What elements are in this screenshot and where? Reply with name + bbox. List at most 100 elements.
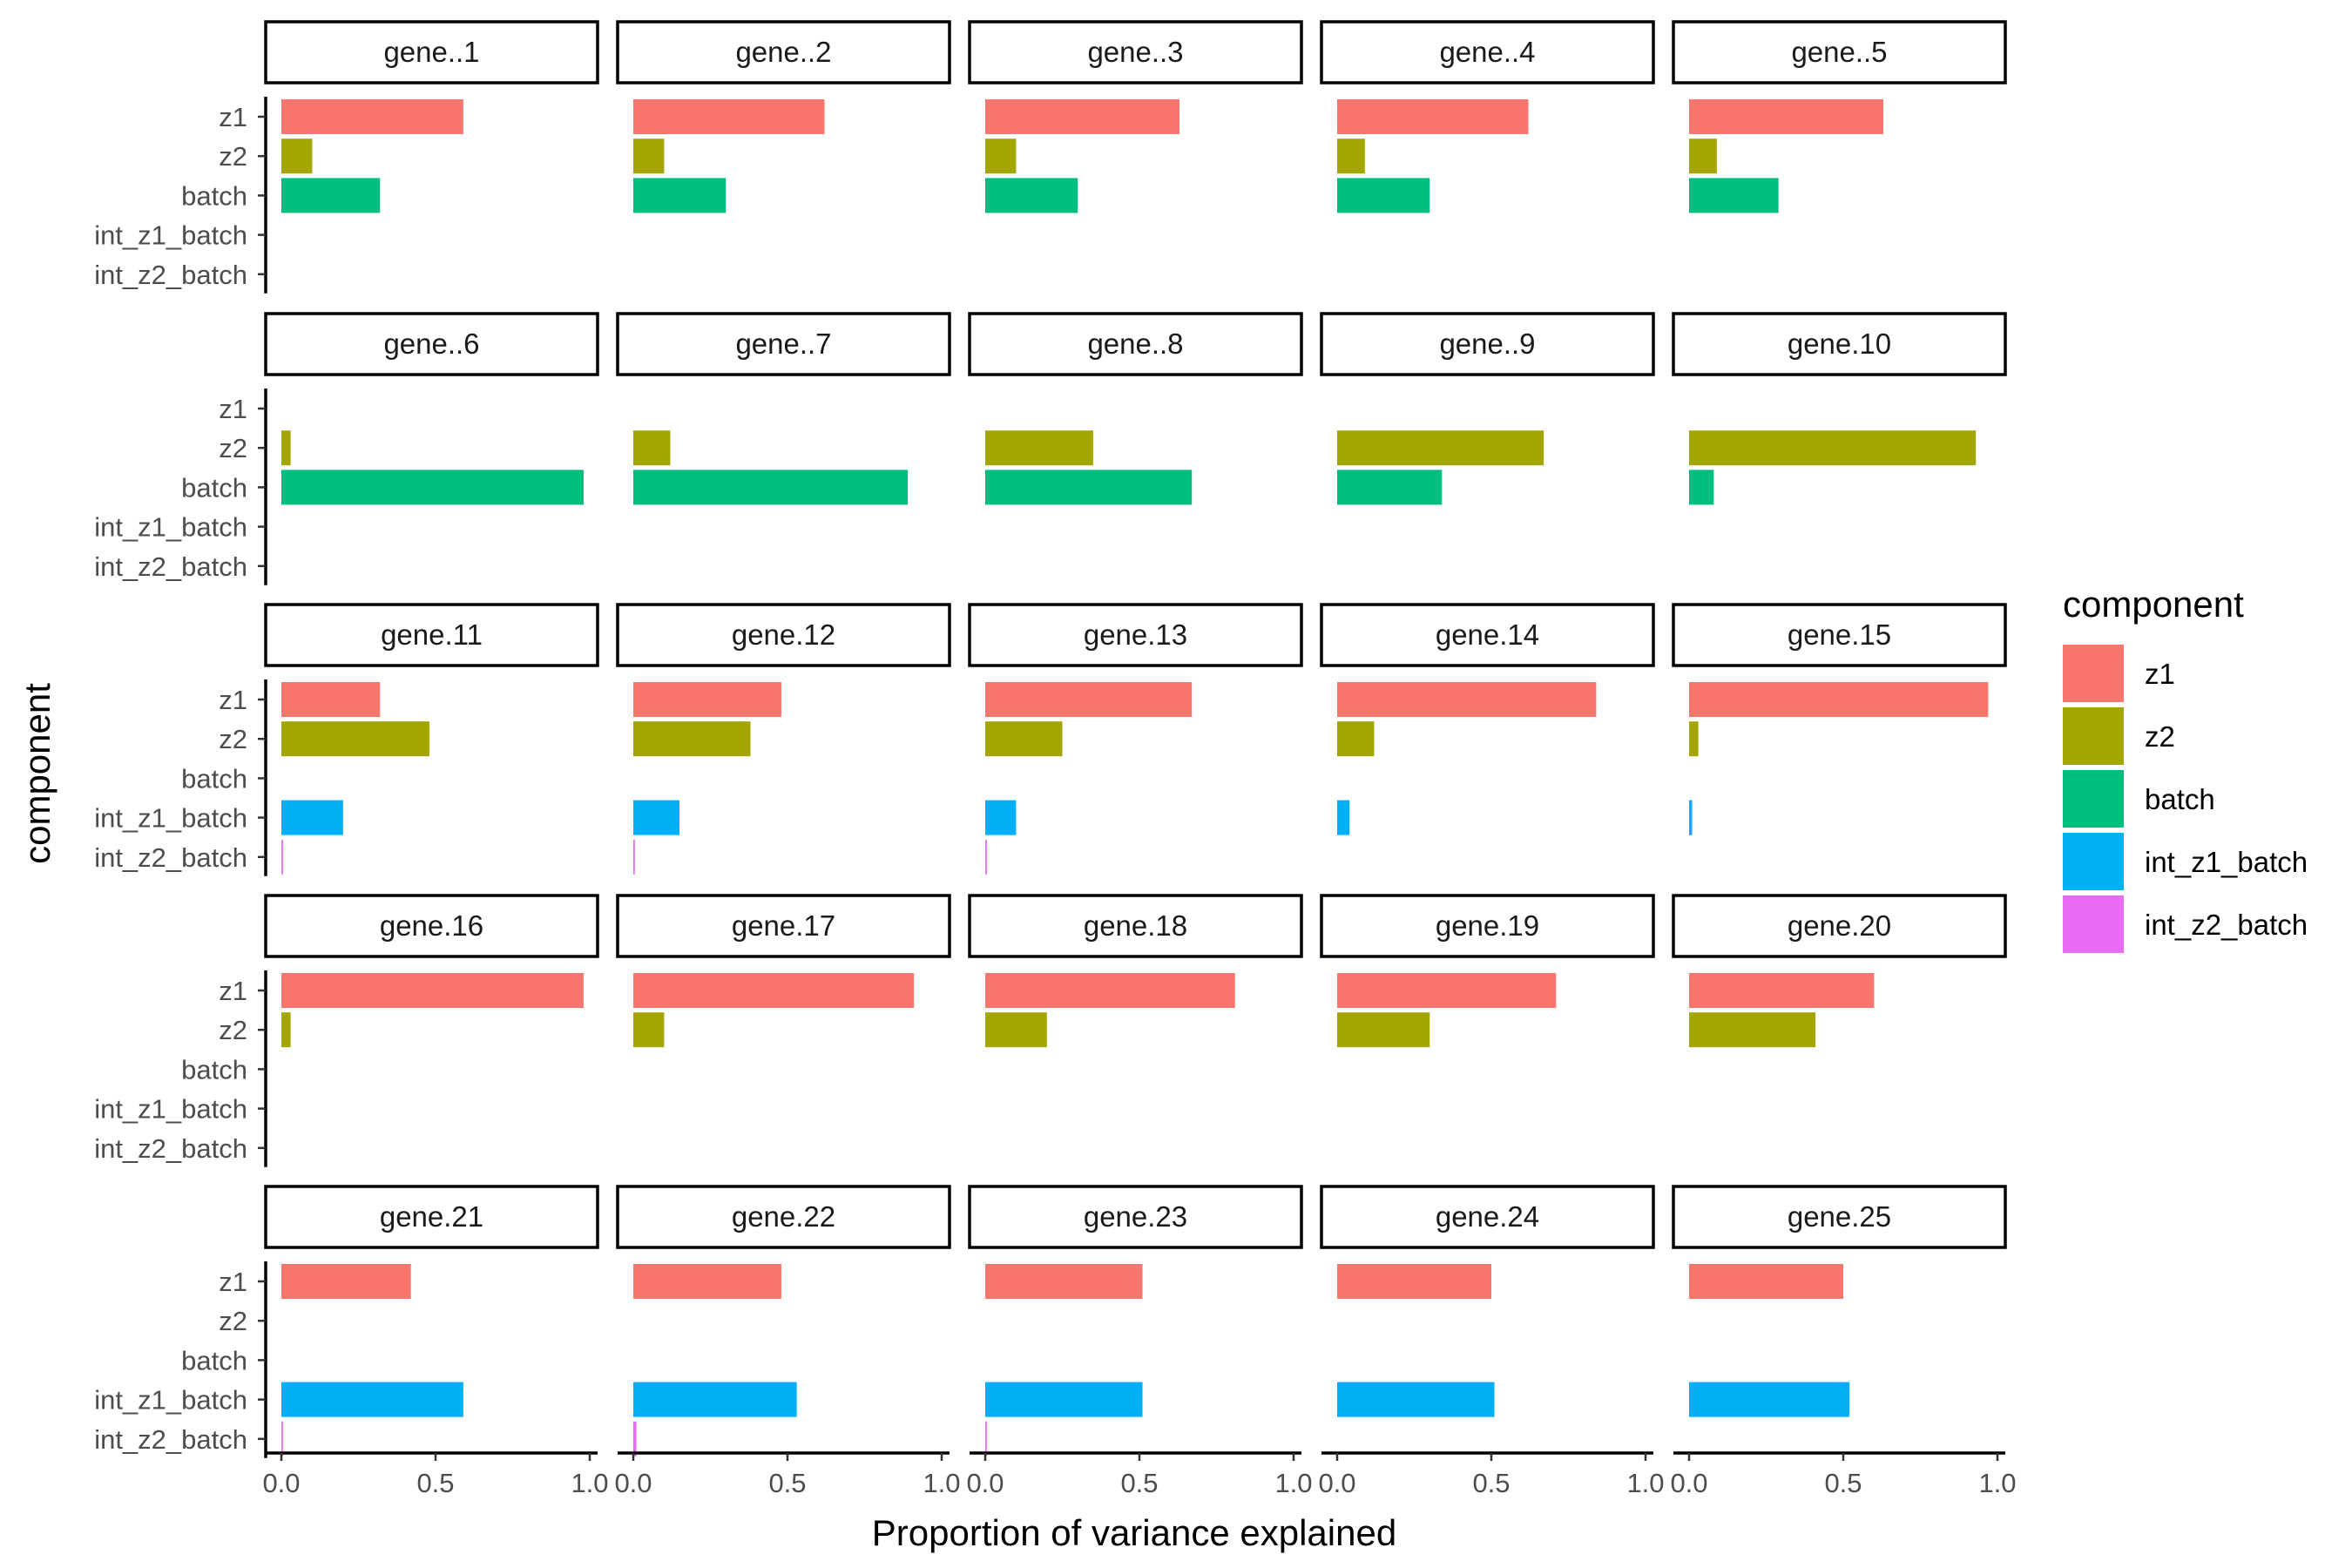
- bar-z2: [633, 721, 751, 757]
- facet-strip: [1672, 1185, 2007, 1249]
- legend-entry-batch: batch: [2063, 770, 2215, 828]
- panel-gene..3: gene..3: [968, 20, 1303, 213]
- bar-batch: [633, 470, 909, 505]
- bar-int_z2_batch: [281, 839, 283, 875]
- bar-z2: [281, 721, 429, 757]
- bar-z2: [985, 430, 1093, 466]
- facet-strip: [1320, 312, 1655, 376]
- panel-gene..5: gene..5: [1672, 20, 2007, 213]
- legend-label: int_z1_batch: [2145, 846, 2308, 878]
- x-tick-label: 0.5: [1120, 1468, 1158, 1498]
- bar-batch: [1689, 470, 1714, 505]
- panel-gene..7: gene..7: [616, 312, 951, 505]
- bar-z2: [633, 139, 665, 174]
- facet-label: gene..8: [1087, 328, 1183, 360]
- bar-batch: [1337, 470, 1443, 505]
- legend-swatch: [2063, 707, 2124, 765]
- bar-z1: [1689, 973, 1875, 1008]
- facet-strip: [1320, 20, 1655, 84]
- facet-strip: [1320, 603, 1655, 667]
- bar-int_z2_batch: [633, 839, 635, 875]
- y-tick-label: batch: [181, 1345, 247, 1375]
- facet-strip: [616, 312, 951, 376]
- facet-label: gene..2: [735, 36, 831, 68]
- facet-strip: [1672, 312, 2007, 376]
- bar-z2: [1337, 139, 1365, 174]
- facet-strip: [264, 894, 599, 958]
- bar-z1: [633, 973, 915, 1008]
- facet-label: gene..5: [1791, 36, 1887, 68]
- facet-label: gene.25: [1788, 1200, 1891, 1233]
- bar-z1: [281, 682, 381, 717]
- panel-gene..8: gene..8: [968, 312, 1303, 505]
- legend-entry-int_z1_batch: int_z1_batch: [2063, 833, 2308, 890]
- y-tick-label: z2: [219, 1015, 247, 1045]
- bar-z2: [633, 1012, 665, 1048]
- bar-int_z1_batch: [1689, 1382, 1850, 1417]
- legend-swatch: [2063, 645, 2124, 702]
- bar-int_z1_batch: [633, 800, 680, 835]
- facet-label: gene.13: [1084, 618, 1187, 651]
- x-tick-label: 0.5: [768, 1468, 806, 1498]
- facet-strip: [968, 894, 1303, 958]
- y-tick-label: z2: [219, 141, 247, 172]
- legend-label: z1: [2145, 658, 2175, 690]
- facet-label: gene..7: [735, 328, 831, 360]
- facet-label: gene.20: [1788, 909, 1891, 942]
- facet-label: gene.19: [1436, 909, 1539, 942]
- y-tick-label: int_z2_batch: [94, 1424, 247, 1455]
- y-tick-label: int_z2_batch: [94, 551, 247, 582]
- legend-label: batch: [2145, 783, 2215, 815]
- bar-z2: [985, 1012, 1047, 1048]
- bar-z1: [985, 1264, 1143, 1299]
- bar-z2: [633, 430, 671, 466]
- facet-strip: [968, 20, 1303, 84]
- bar-int_z1_batch: [985, 800, 1017, 835]
- y-tick-label: batch: [181, 1054, 247, 1085]
- x-tick-label: 0.0: [614, 1468, 652, 1498]
- facet-strip: [968, 1185, 1303, 1249]
- y-tick-label: z2: [219, 724, 247, 754]
- facet-label: gene.15: [1788, 618, 1891, 651]
- y-tick-label: z1: [219, 976, 247, 1006]
- bar-int_z1_batch: [1337, 800, 1350, 835]
- x-tick-label: 0.0: [1670, 1468, 1707, 1498]
- x-tick-label: 1.0: [1274, 1468, 1312, 1498]
- bar-int_z2_batch: [633, 1421, 637, 1456]
- bar-z2: [1337, 430, 1544, 466]
- facet-label: gene.16: [380, 909, 483, 942]
- facet-strip: [1320, 894, 1655, 958]
- legend-entry-z2: z2: [2063, 707, 2175, 765]
- bar-z1: [985, 682, 1193, 717]
- facet-strip: [1672, 603, 2007, 667]
- bar-batch: [985, 178, 1078, 213]
- bar-int_z1_batch: [985, 1382, 1143, 1417]
- panel-gene.23: gene.23 0.0 0.5 1.0: [966, 1185, 1313, 1498]
- panel-gene.14: gene.14: [1320, 603, 1655, 835]
- facet-strip: [616, 894, 951, 958]
- facet-panels: gene..1 z1 z2 batch int_z1_batch int_z2_batch…: [94, 20, 2017, 1498]
- facet-strip: [264, 20, 599, 84]
- panel-gene.18: gene.18: [968, 894, 1303, 1048]
- bar-z1: [281, 99, 463, 134]
- facet-label: gene.23: [1084, 1200, 1187, 1233]
- facet-label: gene.10: [1788, 328, 1891, 360]
- bar-int_z2_batch: [985, 1421, 987, 1456]
- y-tick-label: batch: [181, 180, 247, 211]
- legend-entry-int_z2_batch: int_z2_batch: [2063, 896, 2308, 953]
- bar-batch: [1337, 178, 1430, 213]
- bar-z1: [1337, 99, 1529, 134]
- panel-gene..1: gene..1 z1 z2 batch int_z1_batch int_z2_batch: [94, 20, 599, 294]
- y-tick-label: int_z2_batch: [94, 1133, 247, 1164]
- facet-strip: [968, 312, 1303, 376]
- bar-batch: [281, 470, 584, 505]
- facet-label: gene..6: [383, 328, 479, 360]
- bar-z2: [281, 1012, 291, 1048]
- facet-strip: [264, 1185, 599, 1249]
- bar-z2: [985, 721, 1063, 757]
- y-tick-label: int_z1_batch: [94, 220, 247, 251]
- x-tick-label: 1.0: [1978, 1468, 2016, 1498]
- x-tick-label: 0.5: [1824, 1468, 1862, 1498]
- bar-batch: [985, 470, 1193, 505]
